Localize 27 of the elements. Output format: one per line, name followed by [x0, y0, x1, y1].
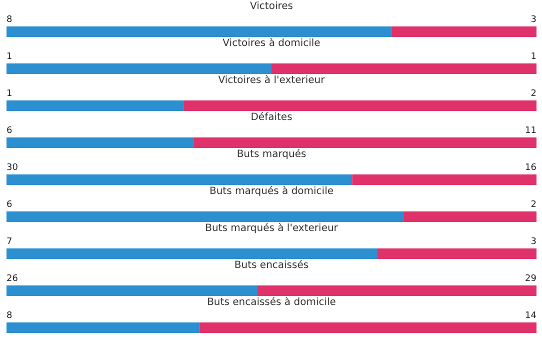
data-label: 6: [6, 126, 12, 136]
chart-title: Victoires à domicile: [222, 38, 320, 50]
data-label: 29: [525, 274, 537, 284]
data-label: 26: [6, 274, 18, 284]
chart-title: Buts marqués: [236, 149, 306, 160]
chart-title: Défaites: [250, 112, 292, 124]
data-label: 1: [6, 52, 12, 62]
data-label: 7: [6, 236, 12, 247]
chart-title: Buts encaissés: [234, 260, 309, 272]
data-label: 2: [530, 88, 537, 99]
data-label: 16: [525, 162, 537, 173]
chart-title: Victoires: [250, 1, 293, 12]
data-label: 8: [6, 14, 12, 25]
data-label: 2: [530, 200, 537, 210]
chart-title: Buts marqués à l'exterieur: [205, 223, 339, 234]
chart-title: Buts marqués à domicile: [209, 186, 334, 198]
data-label: 3: [530, 236, 537, 247]
data-label: 11: [525, 126, 536, 136]
data-label: 8: [6, 310, 12, 321]
data-label: 30: [6, 162, 18, 173]
chart-title: Buts encaissés à domicile: [207, 297, 336, 308]
data-label: 3: [530, 14, 537, 25]
data-label: 1: [6, 88, 12, 99]
data-label: 6: [6, 200, 12, 210]
chart-title: Victoires à l'exterieur: [218, 75, 326, 86]
data-label: 1: [530, 52, 537, 62]
data-label: 14: [525, 310, 537, 321]
